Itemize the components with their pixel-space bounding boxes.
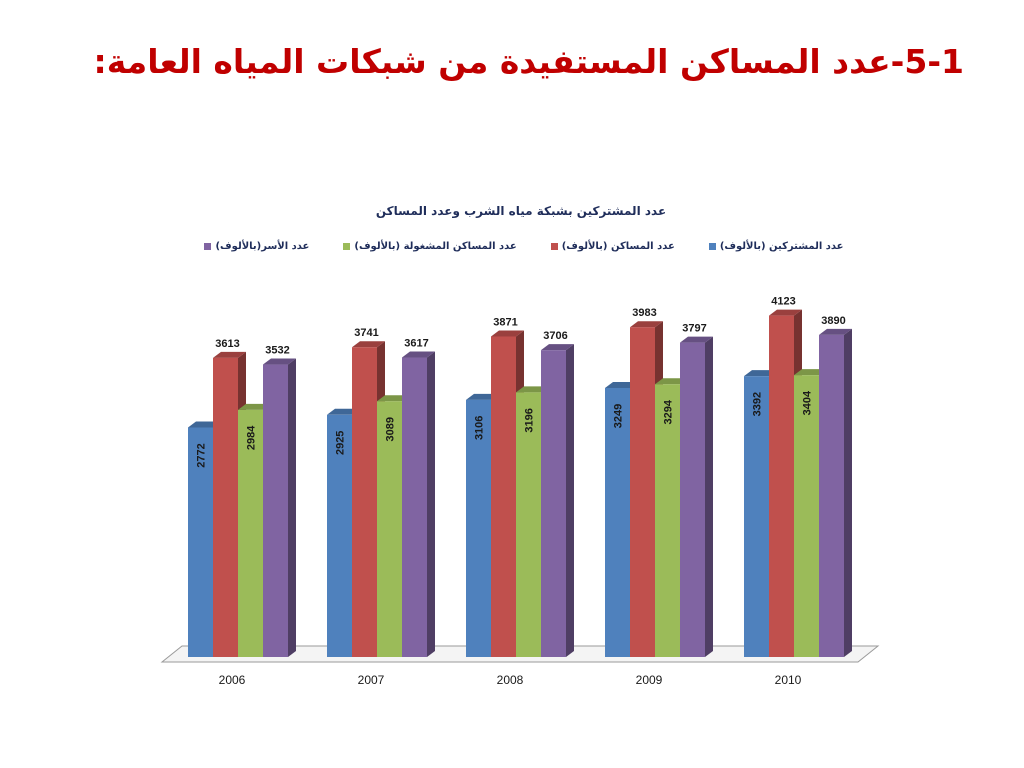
bar xyxy=(263,364,288,657)
bar-top xyxy=(744,370,777,377)
slide-title: 5-1-عدد المساكن المستفيدة من شبكات الميا… xyxy=(93,42,964,81)
bar xyxy=(769,315,794,657)
bar xyxy=(352,347,377,657)
legend-item: عدد المساكن (بالألوف) xyxy=(550,241,675,252)
bar xyxy=(541,350,566,657)
data-label: 3890 xyxy=(821,315,845,327)
bar-top xyxy=(238,403,271,410)
data-label: 2984 xyxy=(246,425,258,450)
bar xyxy=(466,399,491,657)
bar xyxy=(655,384,680,657)
bar-top xyxy=(213,351,246,358)
bar xyxy=(327,414,352,657)
bar-top xyxy=(263,358,296,365)
data-label: 3983 xyxy=(632,307,656,319)
bar-top xyxy=(541,344,574,351)
legend-swatch xyxy=(343,243,351,250)
bar xyxy=(491,336,516,657)
legend-label: عدد المشتركين (بالألوف) xyxy=(719,241,844,252)
bar xyxy=(794,375,819,657)
data-label: 3392 xyxy=(752,392,764,416)
bar xyxy=(819,334,844,657)
legend-label: عدد المساكن (بالألوف) xyxy=(561,241,675,252)
data-label: 3089 xyxy=(385,417,397,441)
x-tick-label: 2010 xyxy=(775,673,802,687)
data-label: 3706 xyxy=(543,330,567,342)
bar-side xyxy=(288,358,296,657)
legend-swatch xyxy=(708,243,716,250)
x-tick-label: 2007 xyxy=(358,673,385,687)
data-label: 3404 xyxy=(802,390,814,415)
bar-top xyxy=(769,309,802,316)
legend-item: عدد المشتركين (بالألوف) xyxy=(708,241,844,252)
bar xyxy=(213,357,238,657)
data-label: 3532 xyxy=(265,345,289,357)
bar-top xyxy=(630,321,663,328)
bar-top xyxy=(466,393,499,400)
bar-top xyxy=(402,351,435,358)
bar-top xyxy=(188,421,221,428)
bar xyxy=(680,342,705,657)
data-label: 3617 xyxy=(404,338,428,350)
bar xyxy=(238,409,263,657)
bar-side xyxy=(427,351,435,657)
legend-label: عدد الأسر(بالألوف) xyxy=(215,241,310,252)
bar-top xyxy=(680,336,713,343)
chart-title: عدد المشتركين بشبكة مياه الشرب وعدد المس… xyxy=(375,204,667,218)
bar-top xyxy=(794,369,827,376)
data-label: 3741 xyxy=(354,327,378,339)
bar xyxy=(377,401,402,657)
data-label: 3249 xyxy=(613,404,625,428)
legend-item: عدد المساكن المشغولة (بالألوف) xyxy=(343,241,517,252)
bar-top xyxy=(605,381,638,388)
legend-label: عدد المساكن المشغولة (بالألوف) xyxy=(354,241,517,252)
bar-top xyxy=(516,386,549,393)
legend-item: عدد الأسر(بالألوف) xyxy=(204,241,309,252)
bar-top xyxy=(352,341,385,348)
legend-swatch xyxy=(204,243,212,250)
bar xyxy=(188,427,213,657)
bar xyxy=(744,376,769,657)
x-tick-label: 2009 xyxy=(636,673,663,687)
bar-top xyxy=(491,330,524,337)
bar xyxy=(402,357,427,657)
data-label: 2925 xyxy=(335,431,347,455)
data-label: 4123 xyxy=(771,296,795,308)
bar-side xyxy=(566,344,574,657)
chart-legend: عدد المشتركين (بالألوف) عدد المساكن (بالأ… xyxy=(0,241,1024,252)
data-label: 3613 xyxy=(215,338,239,350)
bar-side xyxy=(705,336,713,657)
data-label: 3797 xyxy=(682,323,706,335)
bar xyxy=(605,387,630,657)
data-label: 3196 xyxy=(524,408,536,432)
x-tick-label: 2008 xyxy=(497,673,524,687)
legend-swatch xyxy=(550,243,558,250)
data-label: 3871 xyxy=(493,316,517,328)
bar-top xyxy=(377,395,410,402)
bar-top xyxy=(655,378,688,385)
data-label: 2772 xyxy=(196,443,208,467)
data-label: 3294 xyxy=(663,399,675,424)
bar-side xyxy=(844,328,852,657)
bar-top xyxy=(819,328,852,335)
bar-top xyxy=(327,408,360,415)
bar xyxy=(516,392,541,657)
bar xyxy=(630,327,655,657)
x-tick-label: 2006 xyxy=(219,673,246,687)
data-label: 3106 xyxy=(474,416,486,440)
